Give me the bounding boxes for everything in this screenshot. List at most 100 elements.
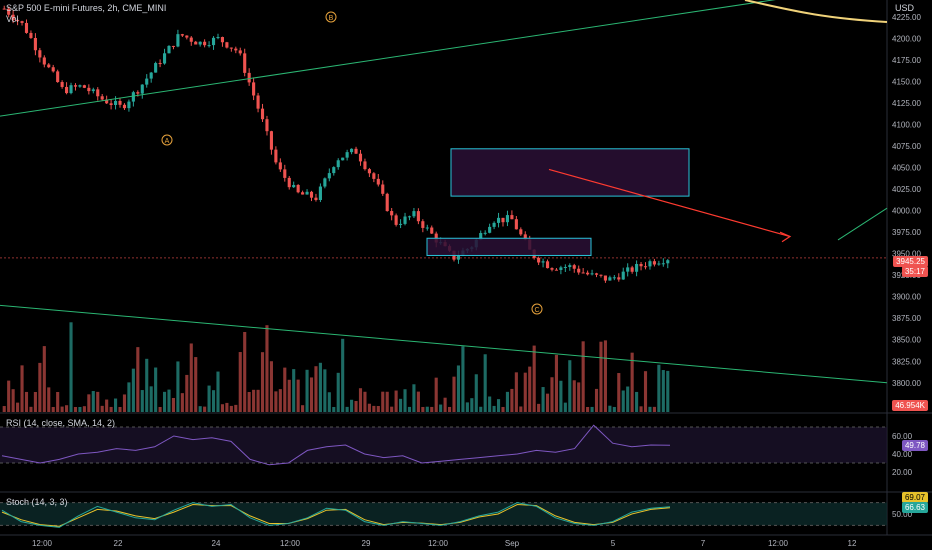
rsi-value-label: 49.78	[901, 440, 928, 451]
volume-bar	[496, 399, 501, 412]
candle-body	[577, 268, 581, 273]
candle-body	[38, 50, 42, 58]
candle-body	[287, 177, 291, 188]
candle-body	[87, 87, 91, 92]
price-tick-label: 3950.00	[892, 250, 921, 259]
candle-body	[211, 37, 216, 46]
volume-bar	[505, 391, 510, 412]
candle-body	[167, 45, 171, 54]
volume-bar	[234, 404, 238, 412]
volume-bar	[292, 369, 296, 412]
candle-body	[16, 20, 20, 22]
candle-body	[238, 50, 242, 54]
volume-bar	[532, 345, 536, 412]
lower-trendline	[0, 304, 888, 384]
candle-body	[425, 227, 429, 229]
volume-bar	[203, 406, 207, 412]
volume-bar	[305, 369, 309, 412]
volume-bar	[211, 390, 216, 412]
volume-bar	[47, 387, 51, 412]
stoch-d-label: 69.07	[901, 492, 928, 503]
candle-body	[385, 193, 389, 212]
candle-body	[185, 35, 189, 38]
candle-body	[318, 186, 322, 201]
candle-body	[247, 72, 251, 83]
candle-body	[2, 8, 6, 10]
volume-bar	[635, 391, 639, 412]
volume-bar	[96, 391, 100, 412]
volume-bar	[510, 388, 514, 412]
upper-trendline	[0, 0, 776, 117]
volume-bar	[65, 405, 69, 412]
candle-body	[243, 53, 247, 73]
candle-body	[581, 272, 585, 274]
candle-body	[265, 119, 269, 132]
candle-body	[545, 261, 550, 269]
volume-bar	[376, 406, 380, 412]
candle-body	[42, 57, 46, 65]
wave-label-circle	[325, 11, 337, 23]
volume-bar	[599, 341, 603, 412]
price-tick-label: 4200.00	[892, 35, 921, 44]
volume-bar	[238, 352, 242, 412]
volume-bar	[327, 392, 331, 412]
volume-bar	[283, 367, 287, 412]
candle-body	[278, 162, 282, 170]
volume-bar	[456, 365, 461, 412]
candle-body	[180, 34, 184, 36]
volume-bar	[60, 406, 64, 412]
rsi-band	[0, 427, 887, 463]
candle-body	[33, 37, 37, 51]
volume-bar	[372, 405, 376, 412]
candle-body	[345, 152, 349, 158]
candle-body	[20, 21, 24, 23]
candle-body	[171, 45, 176, 47]
candle-body	[483, 232, 487, 234]
volume-bar	[492, 405, 496, 412]
volume-bar	[314, 366, 318, 412]
volume-bar	[51, 406, 55, 412]
candle-body	[305, 191, 309, 195]
volume-bar	[643, 371, 648, 412]
candle-body	[603, 275, 607, 281]
stoch-band	[0, 502, 887, 526]
candle-body	[350, 148, 354, 153]
candle-body	[78, 85, 82, 87]
countdown-label: 35:17	[901, 266, 928, 277]
volume-bar	[407, 406, 412, 412]
candle-body	[260, 108, 265, 120]
candle-body	[652, 261, 656, 265]
volume-bar	[278, 389, 282, 412]
price-tick-label: 4050.00	[892, 164, 921, 173]
candle-body	[51, 67, 55, 72]
wave-label-circle	[161, 134, 173, 146]
volume-bar	[2, 406, 6, 412]
volume-bar	[452, 376, 456, 412]
wave-label: B	[329, 15, 334, 22]
candle-body	[657, 263, 661, 265]
volume-bar	[185, 374, 189, 412]
candle-body	[492, 222, 496, 227]
candle-body	[256, 95, 260, 109]
volume-bar	[24, 391, 29, 412]
candle-body	[563, 266, 567, 268]
time-tick-label: 12:00	[768, 539, 789, 548]
volume-value-label: 46.954K	[892, 400, 928, 411]
volume-bar	[207, 385, 211, 412]
volume-bar	[105, 399, 109, 412]
volume-bar	[256, 389, 260, 412]
volume-bar	[11, 389, 15, 412]
candle-body	[456, 255, 461, 260]
volume-bar	[78, 406, 82, 412]
volume-bar	[586, 407, 590, 412]
stoch-tick-label: 50.00	[892, 510, 913, 519]
volume-bar	[581, 341, 585, 412]
volume-bar	[252, 389, 256, 412]
candle-body	[296, 184, 300, 193]
time-tick-label: 22	[114, 539, 123, 548]
volume-bar	[33, 391, 37, 412]
candle-body	[314, 197, 318, 201]
candle-body	[537, 257, 541, 263]
volume-bar	[20, 365, 24, 412]
